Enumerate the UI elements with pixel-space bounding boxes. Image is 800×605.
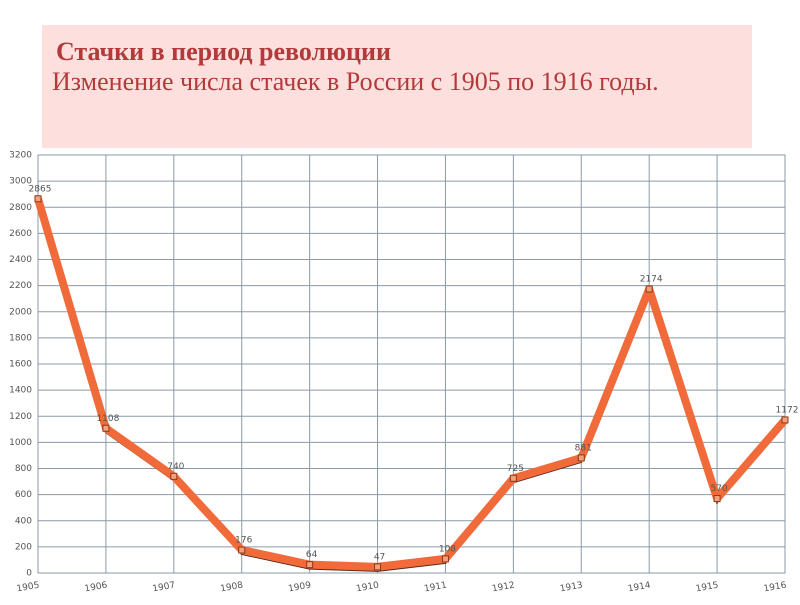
x-tick-label: 1907 xyxy=(152,581,176,595)
y-tick-label: 800 xyxy=(15,464,32,474)
chart-title: Стачки в период революции xyxy=(56,37,391,66)
data-label: 2174 xyxy=(640,275,663,285)
data-label: 740 xyxy=(167,462,184,472)
data-label: 47 xyxy=(374,552,385,562)
data-label: 881 xyxy=(575,443,592,453)
y-tick-label: 1600 xyxy=(9,360,32,370)
y-tick-label: 2600 xyxy=(9,229,32,239)
y-tick-label: 1800 xyxy=(9,333,32,343)
y-tick-label: 3200 xyxy=(9,151,32,161)
data-label: 725 xyxy=(507,464,524,474)
y-tick-label: 2400 xyxy=(9,255,32,265)
y-tick-label: 200 xyxy=(15,542,32,552)
y-tick-label: 3000 xyxy=(9,177,32,187)
y-tick-label: 1400 xyxy=(9,386,32,396)
header-box xyxy=(42,25,752,148)
x-tick-label: 1914 xyxy=(627,581,652,595)
x-tick-label: 1913 xyxy=(559,581,583,595)
x-tick-label: 1911 xyxy=(423,581,447,595)
data-label: 64 xyxy=(306,550,318,560)
y-tick-label: 400 xyxy=(15,516,32,526)
data-label: 2865 xyxy=(29,184,52,194)
x-tick-label: 1908 xyxy=(220,581,245,595)
y-tick-label: 2800 xyxy=(9,203,32,213)
x-tick-label: 1915 xyxy=(695,581,719,595)
data-label: 570 xyxy=(710,484,727,494)
point-marker xyxy=(306,561,314,569)
x-tick-label: 1916 xyxy=(763,581,788,595)
point-marker xyxy=(509,474,517,482)
point-marker xyxy=(441,555,449,563)
point-marker xyxy=(645,285,653,293)
point-marker xyxy=(102,424,110,432)
data-label: 176 xyxy=(235,536,252,546)
x-tick-label: 1905 xyxy=(16,581,40,595)
chart-subtitle: Изменение числа стачек в России с 1905 п… xyxy=(52,67,659,96)
data-label: 108 xyxy=(439,544,456,554)
data-label: 1172 xyxy=(776,405,799,415)
x-tick-label: 1912 xyxy=(491,581,515,595)
data-label: 1108 xyxy=(96,414,119,424)
subtitle-box: Изменение числа стачек в России с 1905 п… xyxy=(52,67,659,96)
y-tick-label: 2200 xyxy=(9,281,32,291)
x-tick-label: 1906 xyxy=(84,581,109,595)
point-marker xyxy=(713,495,721,503)
point-marker xyxy=(238,546,246,554)
y-tick-label: 0 xyxy=(26,569,32,579)
point-marker xyxy=(34,195,42,203)
point-marker xyxy=(170,472,178,480)
y-tick-label: 600 xyxy=(15,490,32,500)
x-tick-label: 1909 xyxy=(288,581,313,595)
point-marker xyxy=(577,454,585,462)
y-tick-label: 1200 xyxy=(9,412,32,422)
y-tick-label: 2000 xyxy=(9,307,32,317)
y-tick-label: 1000 xyxy=(9,438,32,448)
point-marker xyxy=(781,416,789,424)
x-tick-label: 1910 xyxy=(355,581,380,595)
point-marker xyxy=(374,563,382,571)
line xyxy=(34,197,789,571)
